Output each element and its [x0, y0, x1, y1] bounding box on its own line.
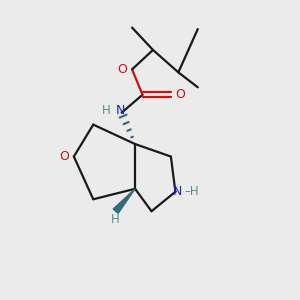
- Text: O: O: [118, 63, 128, 76]
- Text: –H: –H: [184, 185, 199, 198]
- Text: N: N: [116, 104, 125, 117]
- Text: H: H: [102, 104, 110, 117]
- Polygon shape: [113, 189, 135, 213]
- Text: N: N: [173, 185, 182, 198]
- Text: O: O: [176, 88, 185, 101]
- Text: O: O: [59, 150, 69, 163]
- Text: H: H: [111, 213, 120, 226]
